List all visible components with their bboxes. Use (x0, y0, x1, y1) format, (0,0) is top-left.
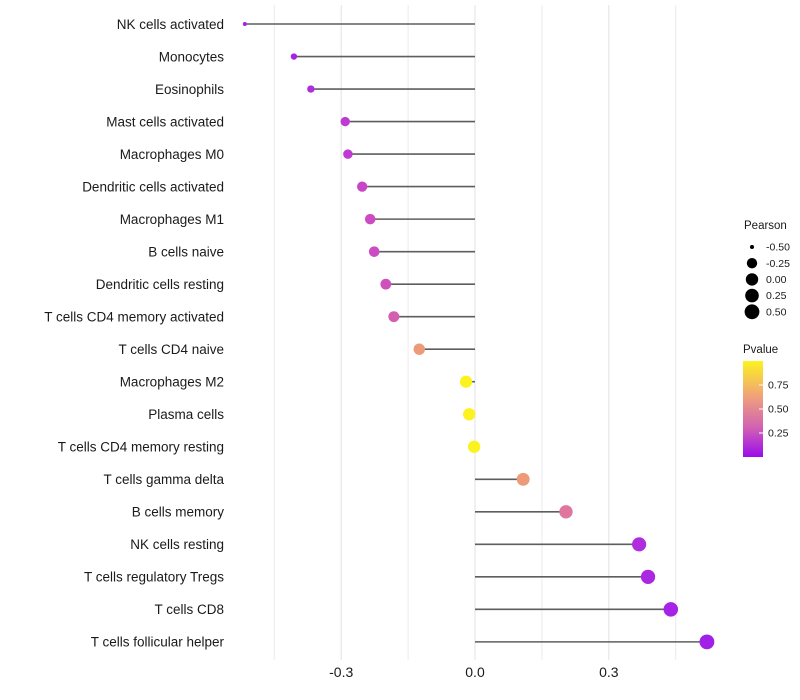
y-axis-label: Monocytes (159, 49, 225, 64)
data-point[interactable]: T cells CD4 naive (413, 343, 425, 355)
y-axis-label: T cells regulatory Tregs (84, 570, 224, 585)
y-axis-label: T cells CD4 memory activated (44, 309, 224, 324)
pearson-legend-title: Pearson (744, 220, 787, 232)
pvalue-legend-tick-label: 0.25 (768, 428, 789, 440)
x-axis-tick-label: -0.3 (329, 664, 353, 680)
pvalue-legend-tick-label: 0.50 (768, 404, 789, 416)
pearson-legend-swatch (745, 288, 759, 303)
y-axis-label: T cells follicular helper (91, 635, 225, 650)
data-point[interactable]: Dendritic cells resting (380, 278, 392, 290)
y-axis-label: B cells memory (132, 505, 225, 520)
y-axis-label: NK cells resting (130, 537, 224, 552)
data-point[interactable]: T cells CD8 (663, 602, 679, 617)
pearson-size-legend: Pearson -0.50 -0.25 0.00 0.25 0.50 (744, 220, 790, 320)
data-point[interactable]: B cells naive (368, 246, 380, 257)
y-axis-label: B cells naive (148, 244, 224, 259)
pvalue-colorbar (743, 361, 763, 457)
pearson-legend-key-label: 0.25 (766, 290, 787, 302)
major-gridlines (340, 5, 610, 660)
data-point[interactable]: Macrophages M2 (459, 375, 473, 388)
y-axis-label: T cells CD8 (154, 602, 224, 617)
data-point[interactable]: Eosinophils (307, 85, 315, 93)
data-point[interactable]: Monocytes (290, 53, 298, 60)
pearson-legend-key-label: 0.50 (766, 306, 787, 318)
data-points: NK cells activated Monocytes Eosinophils Ma… (242, 22, 715, 650)
y-axis-label: T cells gamma delta (103, 472, 224, 487)
pearson-legend-key-label: -0.50 (766, 242, 790, 254)
y-axis-label: Dendritic cells resting (96, 277, 224, 292)
pvalue-legend-title: Pvalue (743, 344, 778, 356)
data-point[interactable]: NK cells activated (242, 22, 247, 26)
data-point[interactable]: B cells memory (559, 505, 573, 519)
pvalue-legend-tick-label: 0.75 (768, 380, 789, 392)
y-axis-label: Plasma cells (148, 407, 224, 422)
data-point[interactable]: T cells CD4 memory activated (388, 311, 400, 323)
y-axis-label: T cells CD4 naive (118, 342, 224, 357)
pearson-legend-swatch (746, 258, 758, 269)
y-axis-label: Macrophages M2 (120, 375, 224, 390)
y-axis-label: Macrophages M0 (120, 147, 224, 162)
data-point[interactable]: NK cells resting (632, 537, 647, 552)
pearson-legend-key-label: 0.00 (766, 274, 787, 286)
data-point[interactable]: T cells gamma delta (516, 472, 530, 486)
y-axis-label: NK cells activated (117, 17, 224, 32)
pearson-legend-key-label: -0.25 (766, 258, 790, 270)
stem-lines (244, 23, 707, 643)
pearson-legend-swatch (744, 304, 760, 320)
x-axis-tick-labels: -0.3 0.0 0.3 (329, 664, 619, 680)
data-point[interactable]: T cells CD4 memory resting (467, 440, 481, 453)
pearson-legend-swatch (750, 245, 754, 249)
data-point[interactable]: Macrophages M1 (364, 213, 376, 225)
y-axis-label: Mast cells activated (106, 114, 224, 129)
pearson-legend-swatch (745, 273, 759, 286)
y-axis-label: Dendritic cells activated (82, 179, 224, 194)
x-axis-tick-label: 0.3 (599, 664, 619, 680)
y-axis-label: Eosinophils (155, 82, 224, 97)
y-axis-category-labels: NK cells activated Monocytes Eosinophils Ma… (44, 17, 224, 650)
y-axis-label: Macrophages M1 (120, 212, 224, 227)
data-point[interactable]: Mast cells activated (340, 116, 350, 127)
minor-gridlines (273, 5, 677, 660)
x-axis-tick-label: 0.0 (465, 664, 485, 680)
pvalue-color-legend: Pvalue 0.75 0.50 0.25 (743, 344, 789, 457)
data-point[interactable]: T cells regulatory Tregs (640, 569, 656, 584)
data-point[interactable]: T cells follicular helper (699, 634, 715, 650)
data-point[interactable]: Macrophages M0 (343, 149, 353, 159)
data-point[interactable]: Dendritic cells activated (357, 181, 368, 192)
data-point[interactable]: Plasma cells (463, 408, 476, 421)
y-axis-label: T cells CD4 memory resting (58, 440, 224, 455)
